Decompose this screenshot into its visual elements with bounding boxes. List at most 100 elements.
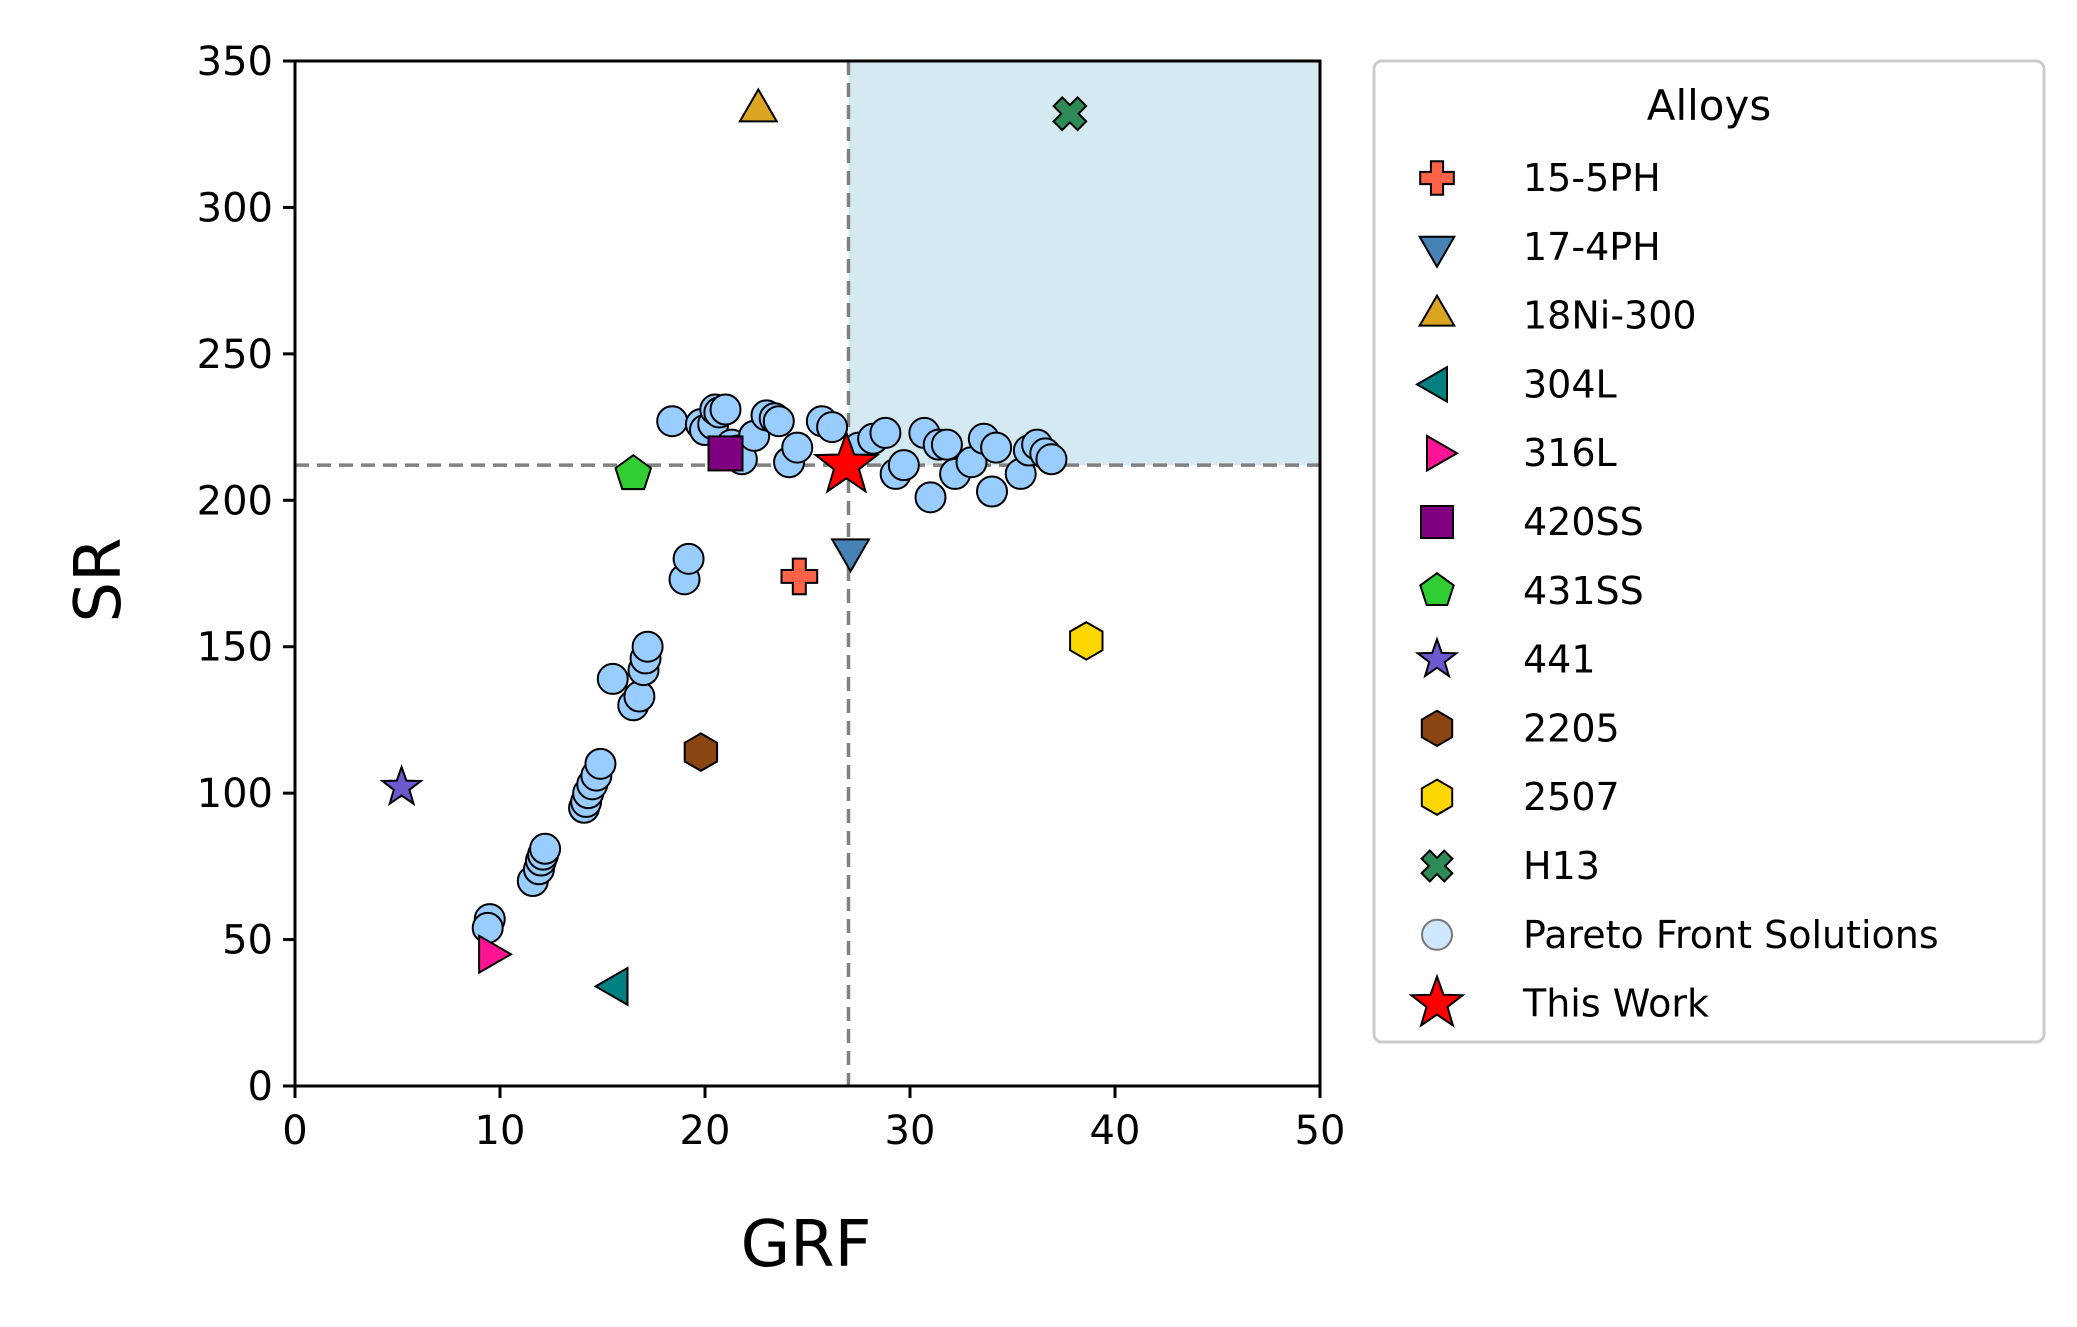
legend-title: Alloys [1647,81,1772,130]
target-region [848,61,1320,466]
legend-item-316l: 316L [1426,431,1617,475]
legend-marker-h13 [1420,849,1454,883]
y-tick-label: 300 [197,185,273,231]
plot-area [295,61,1320,1086]
point-2205-0 [683,732,719,772]
series-this-work [812,429,881,494]
point-h13-0 [1052,95,1088,132]
x-tick-label: 30 [885,1108,936,1154]
legend-item-431ss: 431SS [1419,569,1644,613]
point-420ss-0 [707,435,744,472]
point-304l-0 [593,966,629,1007]
legend-marker-pareto-front-solutions [1421,918,1453,951]
legend-label-this-work: This Work [1522,982,1709,1026]
point-pareto-front-solutions-21 [656,405,689,438]
legend-item-h13: H13 [1420,844,1600,888]
legend-label-h13: H13 [1523,844,1600,888]
series-316l [478,934,514,975]
legend-label-2507: 2507 [1523,775,1620,819]
series-h13 [1052,95,1088,132]
point-pareto-front-solutions-57 [1035,443,1068,476]
axes: GRF SR 0 10 20 30 40 50 0 50 100 150 200 250 300 350 [62,39,1345,1282]
legend-frame [1372,59,2046,1044]
point-18ni-300-0 [738,87,779,123]
legend-item-pareto-front-solutions: Pareto Front Solutions [1421,913,1939,957]
point-441-0 [379,763,424,807]
legend-item-15-5ph: 15-5PH [1419,156,1661,200]
plot-frame [293,59,1322,1088]
y-axis-label: SR [62,537,136,622]
point-pareto-front-solutions-6 [529,832,562,865]
point-431ss-0 [614,453,653,491]
y-tick-label: 250 [197,332,273,378]
legend-label-pareto-front-solutions: Pareto Front Solutions [1523,913,1939,957]
legend-label-441: 441 [1523,638,1596,682]
series-431ss [614,453,653,491]
x-tick-label: 0 [282,1108,307,1154]
legend-label-316l: 316L [1523,431,1617,475]
point-15-5ph-0 [780,557,819,596]
point-pareto-front-solutions-15 [623,680,656,713]
legend-marker-2205 [1420,709,1454,748]
point-2507-0 [1069,621,1104,661]
y-tick-label: 350 [197,39,273,85]
series-17-4ph [830,538,871,574]
point-pareto-front-solutions-41 [869,416,902,449]
series-18ni-300 [738,87,779,123]
legend-marker-15-5ph [1419,160,1455,196]
legend-label-2205: 2205 [1523,706,1620,750]
point-pareto-front-solutions-36 [781,431,814,464]
legend-label-304l: 304L [1523,362,1617,406]
legend-marker-this-work [1408,973,1466,1028]
legend-item-304l: 304L [1414,362,1617,406]
y-tick-label: 200 [197,478,273,524]
y-tick-label: 50 [222,918,273,964]
legend-marker-304l [1414,365,1448,404]
legend: Alloys 15-5PH 17-4PH 18Ni-300 304L 316L 420SS… [1372,59,2046,1044]
point-pareto-front-solutions-12 [584,747,617,780]
legend-item-2507: 2507 [1420,775,1620,819]
x-tick-label: 20 [680,1108,731,1154]
series-2205 [683,732,719,772]
series-304l [593,966,629,1007]
legend-marker-441 [1414,636,1460,679]
series-15-5ph [780,557,819,596]
point-17-4ph-0 [830,538,871,574]
point-pareto-front-solutions-1 [471,911,504,944]
point-pareto-front-solutions-34 [762,405,795,438]
point-pareto-front-solutions-51 [976,475,1008,508]
legend-label-18ni-300: 18Ni-300 [1523,294,1697,338]
x-tick-label: 40 [1090,1108,1141,1154]
point-pareto-front-solutions-52 [980,431,1013,464]
series-pareto-front-solutions [471,393,1068,944]
legend-marker-18ni-300 [1417,293,1457,327]
x-tick-label: 10 [475,1108,526,1154]
legend-marker-316l [1426,434,1460,473]
legend-item-420ss: 420SS [1420,500,1644,544]
point-pareto-front-solutions-45 [914,481,947,514]
legend-marker-420ss [1420,505,1454,539]
point-pareto-front-solutions-27 [709,393,742,426]
point-pareto-front-solutions-43 [887,449,920,482]
legend-item-18ni-300: 18Ni-300 [1417,293,1697,338]
y-tick-label: 150 [197,625,273,671]
legend-item-this-work: This Work [1408,973,1709,1028]
point-this-work-0 [812,429,881,494]
legend-label-420ss: 420SS [1523,500,1644,544]
point-pareto-front-solutions-20 [672,542,705,575]
y-tick-label: 100 [197,771,273,817]
legend-label-17-4ph: 17-4PH [1523,225,1661,269]
point-pareto-front-solutions-13 [596,662,629,695]
x-tick-label: 50 [1295,1108,1346,1154]
series-420ss [707,435,744,472]
legend-item-2205: 2205 [1420,706,1620,750]
series-441 [379,763,424,807]
legend-label-431ss: 431SS [1523,569,1644,613]
series-2507 [1069,621,1104,661]
legend-marker-17-4ph [1417,235,1457,269]
y-tick-label: 0 [248,1064,273,1110]
point-pareto-front-solutions-38 [816,411,849,444]
legend-label-15-5ph: 15-5PH [1523,156,1661,200]
